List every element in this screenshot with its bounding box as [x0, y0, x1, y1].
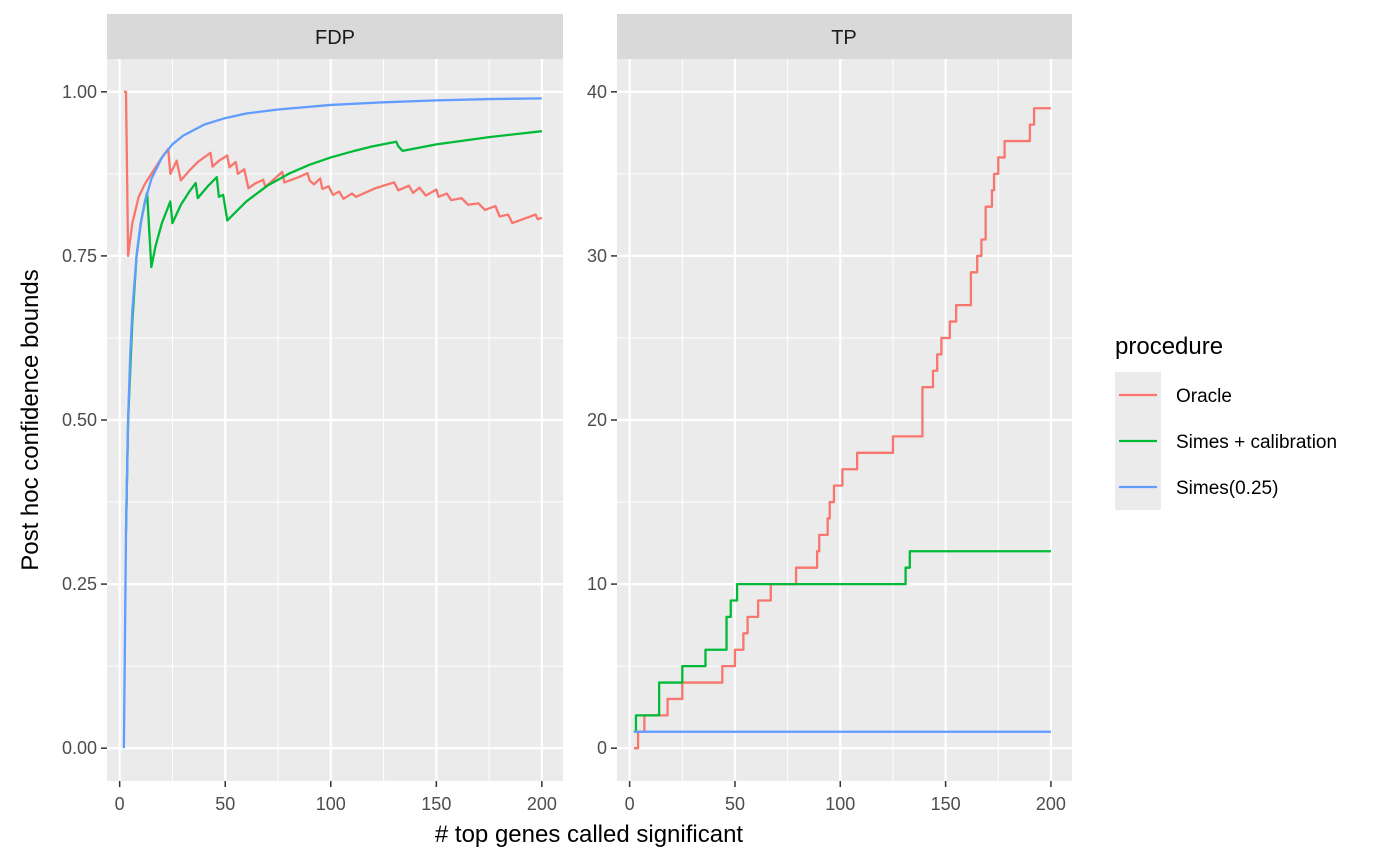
x-tick-label: 200 — [527, 794, 557, 814]
series-line-tp-oracle — [633, 107, 1051, 750]
panel-fdp: FDP 0.00 0.25 0.50 0.75 1.00 0 50 100 150 200 — [62, 14, 563, 814]
y-tick-label: 0.00 — [62, 738, 97, 758]
panel-fdp-y-axis: 0.00 0.25 0.50 0.75 1.00 — [62, 82, 107, 758]
y-tick-label: 20 — [587, 410, 607, 430]
x-tick-label: 0 — [625, 794, 635, 814]
legend-title: procedure — [1115, 333, 1223, 360]
y-axis-title: Post hoc confidence bounds — [17, 269, 44, 571]
strip-fdp — [107, 14, 563, 59]
series-line-fdp-oracle — [123, 90, 543, 258]
panel-tp-x-axis: 0 50 100 150 200 — [625, 781, 1066, 814]
strip-tp-title: TP — [831, 27, 857, 49]
y-tick-label: 0.25 — [62, 574, 97, 594]
legend-label-simes-0-25: Simes(0.25) — [1176, 478, 1278, 499]
panel-tp-y-axis: 0 10 20 30 40 — [587, 82, 617, 758]
panel-tp-grid — [617, 59, 1072, 781]
y-tick-label: 40 — [587, 82, 607, 102]
panel-fdp-grid — [107, 59, 563, 781]
y-tick-label: 1.00 — [62, 82, 97, 102]
x-tick-label: 100 — [825, 794, 855, 814]
strip-tp — [617, 14, 1072, 59]
panel-tp: TP 0 10 20 30 40 0 50 100 150 200 — [587, 14, 1072, 814]
legend: procedure Oracle Simes + calibration Simes… — [1115, 333, 1337, 510]
panel-tp-series — [633, 107, 1051, 750]
legend-label-oracle: Oracle — [1176, 386, 1232, 407]
x-tick-label: 100 — [316, 794, 346, 814]
panel-fdp-series — [122, 90, 543, 749]
y-tick-label: 30 — [587, 246, 607, 266]
y-tick-label: 0.75 — [62, 246, 97, 266]
panel-fdp-x-axis: 0 50 100 150 200 — [115, 781, 557, 814]
series-line-fdp-simes-0-25 — [122, 97, 542, 749]
legend-entries: Oracle Simes + calibration Simes(0.25) — [1119, 386, 1337, 499]
x-tick-label: 150 — [931, 794, 961, 814]
x-tick-label: 200 — [1036, 794, 1066, 814]
y-tick-label: 10 — [587, 574, 607, 594]
x-tick-label: 0 — [115, 794, 125, 814]
strip-fdp-title: FDP — [315, 27, 355, 49]
x-tick-label: 50 — [215, 794, 235, 814]
y-tick-label: 0 — [597, 738, 607, 758]
legend-label-simes-calibration: Simes + calibration — [1176, 432, 1337, 453]
series-line-tp-simes-calibration — [633, 550, 1051, 733]
x-tick-label: 150 — [421, 794, 451, 814]
x-axis-title: # top genes called significant — [435, 821, 744, 848]
x-tick-label: 50 — [725, 794, 745, 814]
y-tick-label: 0.50 — [62, 410, 97, 430]
